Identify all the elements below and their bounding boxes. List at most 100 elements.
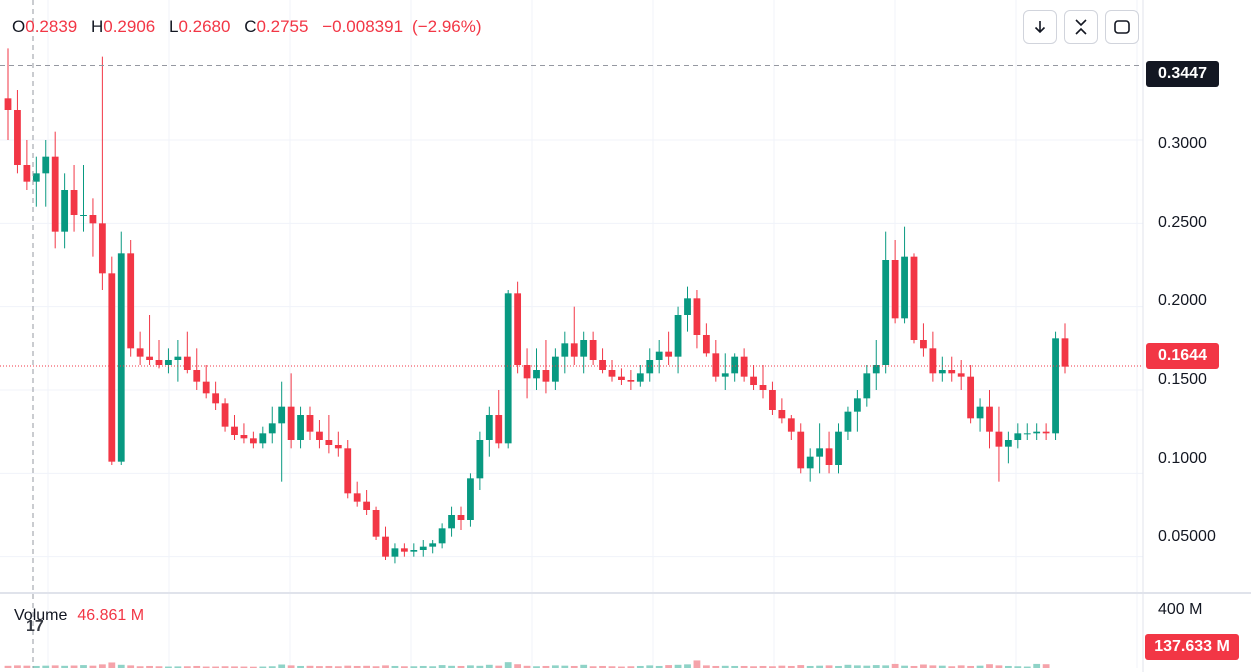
candle-body bbox=[70, 190, 78, 215]
volume-bar bbox=[259, 666, 267, 668]
candle-body bbox=[155, 360, 163, 365]
volume-bar bbox=[495, 665, 503, 668]
candle-body bbox=[1042, 431, 1050, 434]
high-value: 0.2906 bbox=[103, 17, 156, 36]
volume-bar bbox=[334, 666, 342, 668]
y-tick-label: 0.1000 bbox=[1158, 450, 1207, 467]
candle-body bbox=[98, 223, 106, 274]
candle-body bbox=[146, 356, 153, 360]
volume-bar bbox=[853, 665, 861, 668]
volume-bar bbox=[957, 665, 965, 668]
candle-body bbox=[363, 501, 371, 510]
volume-bar bbox=[948, 666, 956, 668]
volume-bar bbox=[542, 665, 550, 668]
volume-bar bbox=[23, 665, 31, 668]
candle-body bbox=[278, 406, 286, 424]
volume-bar bbox=[287, 665, 295, 668]
volume-bar bbox=[702, 665, 710, 668]
volume-bar bbox=[589, 666, 597, 668]
candle-body bbox=[797, 431, 805, 469]
volume-bar bbox=[882, 665, 890, 668]
volume-bar bbox=[561, 665, 569, 668]
candle-body bbox=[334, 445, 342, 449]
low-key: L bbox=[168, 17, 179, 36]
candle-body bbox=[391, 548, 399, 557]
volume-bar bbox=[910, 665, 918, 668]
candle-body bbox=[259, 433, 267, 444]
candle-body bbox=[117, 253, 125, 462]
candle-body bbox=[14, 110, 21, 165]
candle-body bbox=[721, 373, 729, 377]
collapse-button[interactable] bbox=[1064, 10, 1098, 44]
volume-bar bbox=[363, 665, 371, 668]
volume-bar bbox=[514, 664, 522, 668]
volume-bar bbox=[684, 664, 691, 668]
candle-body bbox=[457, 515, 465, 520]
candle-body bbox=[61, 190, 69, 232]
candle-body bbox=[976, 406, 984, 419]
volume-bar bbox=[316, 666, 323, 668]
volume-bar bbox=[759, 665, 767, 668]
volume-bar bbox=[268, 666, 276, 668]
volume-bar bbox=[627, 666, 635, 668]
candle-body bbox=[193, 370, 201, 382]
candle-body bbox=[504, 293, 512, 444]
volume-bar bbox=[580, 664, 588, 668]
volume-bar bbox=[599, 665, 606, 668]
candle-body bbox=[986, 406, 993, 432]
volume-bar bbox=[976, 665, 984, 668]
fullscreen-button[interactable] bbox=[1105, 10, 1139, 44]
candle-body bbox=[4, 98, 12, 110]
volume-bar bbox=[419, 665, 427, 668]
volume-bar bbox=[400, 666, 408, 668]
candle-body bbox=[580, 340, 588, 357]
volume-bar bbox=[1023, 666, 1031, 668]
candle-body bbox=[1014, 433, 1022, 440]
y-tick-label: 0.1500 bbox=[1158, 371, 1207, 388]
candle-body bbox=[127, 253, 135, 349]
volume-bar bbox=[693, 660, 701, 668]
candle-body bbox=[108, 273, 116, 462]
candle-body bbox=[1061, 338, 1069, 367]
candle-body bbox=[325, 440, 333, 445]
candle-body bbox=[608, 370, 616, 377]
ohlc-legend: O0.2839 H0.2906 L0.2680 C0.2755 −0.00839… bbox=[12, 17, 491, 37]
candle-body bbox=[769, 390, 776, 410]
candle-body bbox=[806, 456, 814, 469]
volume-bar bbox=[797, 665, 805, 668]
candle-body bbox=[297, 415, 304, 440]
candle-body bbox=[221, 403, 229, 427]
download-button[interactable] bbox=[1023, 10, 1057, 44]
volume-bar bbox=[655, 665, 663, 668]
candle-body bbox=[920, 340, 927, 349]
candle-body bbox=[702, 335, 710, 354]
volume-bar bbox=[165, 666, 172, 668]
volume-bar bbox=[1033, 663, 1041, 668]
volume-bar bbox=[382, 665, 389, 668]
volume-bar bbox=[665, 665, 673, 668]
candle-body bbox=[750, 376, 757, 385]
candle-body bbox=[174, 356, 182, 360]
volume-bar bbox=[42, 665, 50, 668]
volume-bar bbox=[731, 665, 739, 668]
candle-body bbox=[485, 415, 493, 440]
candle-body bbox=[938, 370, 946, 374]
candle-body bbox=[929, 348, 937, 374]
volume-bar bbox=[202, 666, 210, 668]
candle-body bbox=[759, 385, 767, 390]
candle-body bbox=[448, 515, 455, 529]
volume-bar bbox=[504, 662, 512, 668]
candle-body bbox=[542, 370, 550, 382]
candle-body bbox=[42, 156, 50, 174]
volume-bar bbox=[231, 666, 238, 668]
candle-body bbox=[183, 356, 191, 370]
candle-body bbox=[400, 548, 408, 552]
volume-bar bbox=[835, 665, 842, 668]
candle-body bbox=[353, 493, 361, 502]
arrow-down-icon bbox=[1034, 21, 1046, 34]
candle-body bbox=[467, 478, 474, 520]
candle-body bbox=[948, 370, 956, 374]
candle-body bbox=[240, 435, 248, 439]
candle-body bbox=[618, 376, 625, 380]
